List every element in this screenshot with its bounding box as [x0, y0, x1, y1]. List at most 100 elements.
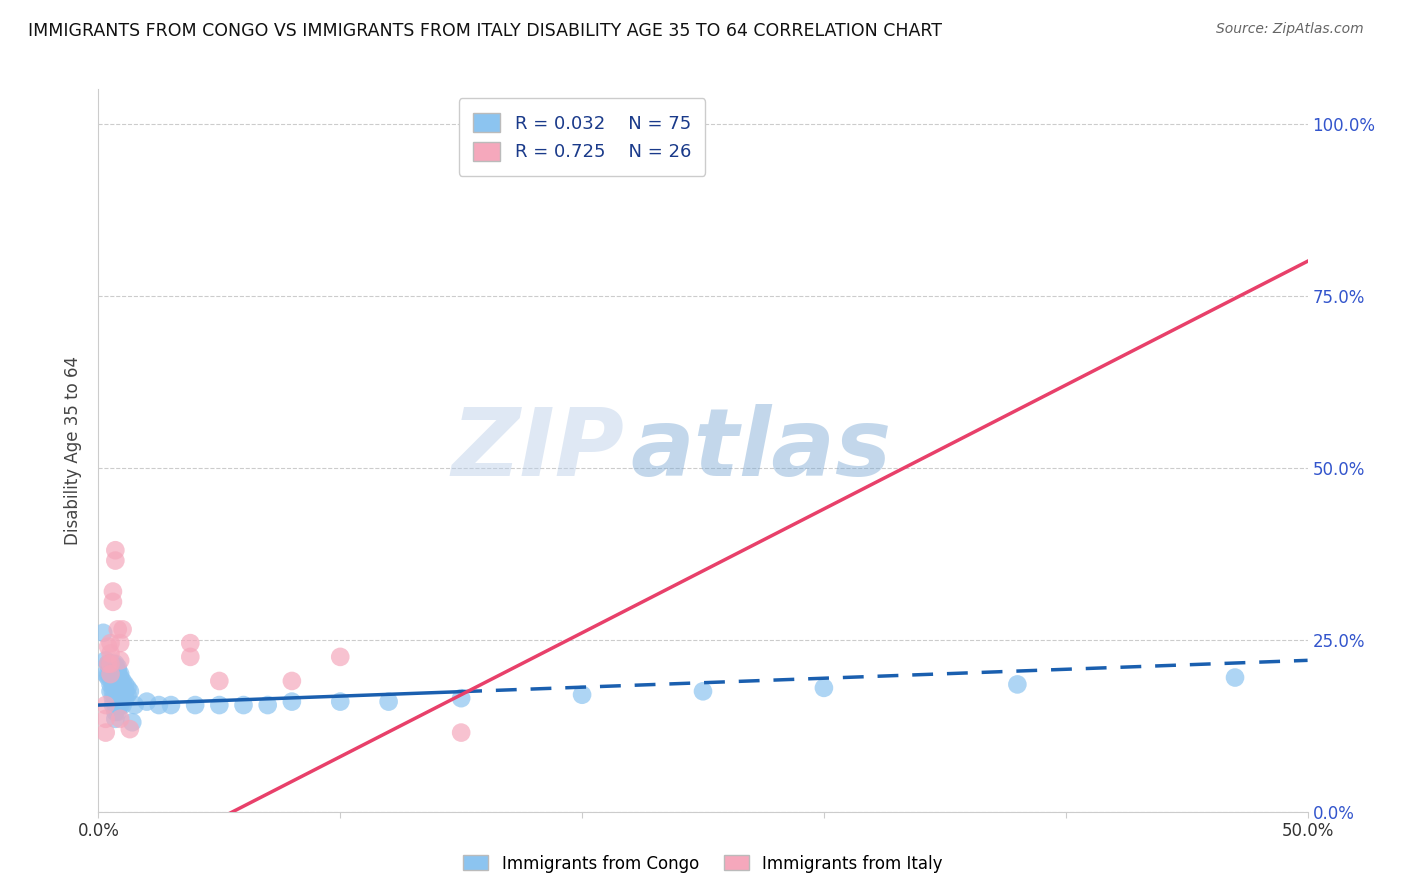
- Point: [100, 664, 122, 678]
- Point: [104, 660, 127, 674]
- Point: [104, 553, 127, 567]
- Point: [108, 653, 131, 667]
- Point: [101, 698, 124, 712]
- Point: [571, 688, 593, 702]
- Point: [107, 660, 129, 674]
- Point: [111, 623, 134, 637]
- Point: [100, 660, 122, 674]
- Point: [101, 584, 124, 599]
- Point: [101, 684, 124, 698]
- Point: [107, 623, 129, 637]
- Point: [94, 725, 117, 739]
- Point: [232, 698, 254, 712]
- Legend: Immigrants from Congo, Immigrants from Italy: Immigrants from Congo, Immigrants from I…: [457, 848, 949, 880]
- Point: [104, 684, 127, 698]
- Point: [100, 636, 122, 650]
- Point: [111, 673, 134, 688]
- Point: [97, 657, 120, 671]
- Point: [256, 698, 278, 712]
- Point: [208, 698, 231, 712]
- Point: [97, 640, 120, 654]
- Point: [107, 677, 129, 691]
- Point: [104, 677, 127, 691]
- Point: [108, 677, 131, 691]
- Point: [108, 671, 131, 685]
- Point: [104, 698, 127, 712]
- Point: [118, 684, 141, 698]
- Point: [107, 684, 129, 698]
- Point: [114, 684, 136, 698]
- Point: [107, 698, 129, 712]
- Point: [94, 653, 117, 667]
- Point: [104, 691, 127, 706]
- Point: [100, 677, 122, 691]
- Point: [104, 657, 127, 671]
- Point: [108, 691, 131, 706]
- Point: [377, 695, 399, 709]
- Text: IMMIGRANTS FROM CONGO VS IMMIGRANTS FROM ITALY DISABILITY AGE 35 TO 64 CORRELATI: IMMIGRANTS FROM CONGO VS IMMIGRANTS FROM…: [28, 22, 942, 40]
- Text: atlas: atlas: [630, 404, 891, 497]
- Point: [104, 664, 127, 678]
- Point: [100, 647, 122, 661]
- Point: [107, 667, 129, 681]
- Point: [117, 688, 139, 702]
- Point: [121, 715, 143, 730]
- Point: [97, 657, 120, 671]
- Point: [94, 698, 117, 712]
- Point: [104, 712, 127, 726]
- Point: [108, 698, 131, 712]
- Point: [160, 698, 183, 712]
- Point: [94, 667, 117, 681]
- Point: [107, 691, 129, 706]
- Point: [100, 667, 122, 681]
- Point: [1223, 671, 1246, 685]
- Point: [281, 673, 304, 688]
- Point: [97, 671, 120, 685]
- Point: [101, 677, 124, 691]
- Point: [208, 673, 231, 688]
- Point: [100, 684, 122, 698]
- Point: [450, 725, 472, 739]
- Point: [184, 698, 207, 712]
- Point: [111, 684, 134, 698]
- Point: [813, 681, 835, 695]
- Point: [101, 657, 124, 671]
- Point: [179, 636, 201, 650]
- Point: [104, 671, 127, 685]
- Point: [101, 664, 124, 678]
- Point: [1007, 677, 1029, 691]
- Point: [104, 705, 127, 719]
- Point: [118, 722, 141, 736]
- Point: [329, 695, 352, 709]
- Point: [97, 667, 120, 681]
- Point: [124, 698, 146, 712]
- Point: [148, 698, 170, 712]
- Point: [117, 681, 139, 695]
- Point: [104, 543, 127, 558]
- Point: [100, 671, 122, 685]
- Point: [111, 691, 134, 706]
- Point: [101, 595, 124, 609]
- Point: [100, 667, 122, 681]
- Point: [101, 671, 124, 685]
- Point: [692, 684, 714, 698]
- Point: [135, 695, 157, 709]
- Point: [101, 691, 124, 706]
- Point: [100, 657, 122, 671]
- Text: ZIP: ZIP: [451, 404, 624, 497]
- Point: [107, 705, 129, 719]
- Point: [108, 712, 131, 726]
- Point: [450, 691, 472, 706]
- Point: [91, 625, 114, 640]
- Point: [281, 695, 304, 709]
- Point: [101, 660, 124, 674]
- Legend: R = 0.032    N = 75, R = 0.725    N = 26: R = 0.032 N = 75, R = 0.725 N = 26: [458, 98, 706, 176]
- Point: [179, 649, 201, 664]
- Point: [111, 698, 134, 712]
- Point: [111, 677, 134, 691]
- Point: [104, 667, 127, 681]
- Y-axis label: Disability Age 35 to 64: Disability Age 35 to 64: [65, 356, 83, 545]
- Point: [94, 712, 117, 726]
- Point: [114, 691, 136, 706]
- Point: [108, 684, 131, 698]
